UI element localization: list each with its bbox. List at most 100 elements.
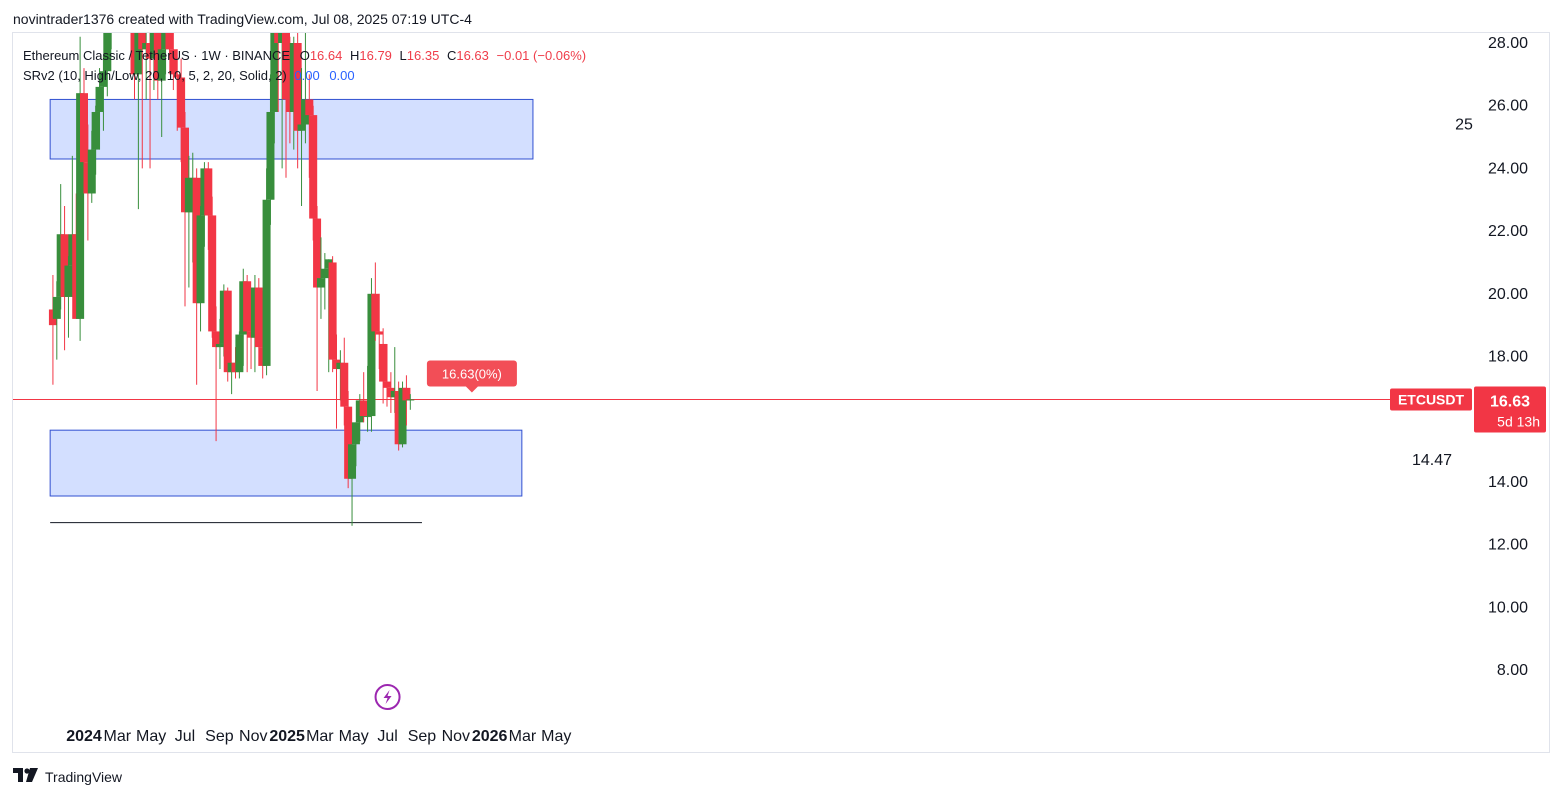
candle (406, 394, 415, 410)
candle-body (212, 331, 221, 348)
chart-legend: Ethereum Classic / TetherUS · 1W · BINAN… (23, 46, 586, 86)
x-tick-label: Sep (408, 728, 437, 745)
legend-high-label: H (349, 48, 360, 63)
candle-body (348, 444, 357, 479)
legend-change: −0.01 (−0.06%) (496, 48, 587, 63)
candle (348, 444, 357, 526)
candle-body (134, 33, 143, 75)
candle (297, 68, 306, 207)
legend-symbol-row: Ethereum Classic / TetherUS · 1W · BINAN… (23, 46, 586, 66)
legend-indicator[interactable]: SRv2 (10, High/Low, 20, 10, 5, 2, 20, So… (23, 68, 287, 83)
legend-close-value: 16.63 (456, 48, 489, 63)
symbol-tag-text: ETCUSDT (1398, 391, 1465, 407)
candle (379, 328, 388, 404)
legend-high-value: 16.79 (359, 48, 392, 63)
candle (165, 33, 174, 59)
price-tag-value: 16.63 (1490, 393, 1530, 410)
x-tick-label: Jul (377, 728, 397, 745)
legend-low-label: L (399, 48, 407, 63)
candle (359, 372, 368, 423)
tradingview-brand[interactable]: TradingView (13, 768, 122, 786)
candle-body (305, 99, 314, 116)
candle (309, 105, 318, 241)
candle-body (173, 74, 182, 78)
candle-body (95, 86, 104, 112)
candle-body (371, 293, 380, 332)
candle (91, 105, 100, 175)
price-note-pointer (465, 386, 478, 393)
candle (111, 0, 119, 12)
candle (328, 256, 337, 373)
candle-body (165, 33, 174, 50)
candle (282, 33, 290, 178)
candle-body (316, 278, 325, 288)
candle-body (181, 127, 189, 213)
price-tag-countdown: 5d 13h (1497, 413, 1540, 429)
candle-body (297, 124, 306, 131)
candle-body (138, 33, 147, 50)
zone-label-2: 14.47 (1412, 452, 1452, 469)
y-tick-label: 24.00 (1488, 160, 1528, 177)
candle-body (363, 416, 372, 418)
x-tick-label: Mar (306, 728, 334, 745)
legend-symbol[interactable]: Ethereum Classic / TetherUS · 1W · BINAN… (23, 48, 291, 63)
candle-body (52, 296, 61, 319)
candle-body (398, 387, 407, 445)
candle-body (64, 265, 73, 297)
candle (76, 36, 85, 341)
x-tick-label: May (136, 728, 166, 745)
y-tick-label: 20.00 (1488, 286, 1528, 303)
candle (123, 0, 131, 12)
tradingview-logo-icon (13, 768, 39, 786)
x-tick-label: Nov (442, 728, 470, 745)
chart-credit: novintrader1376 created with TradingView… (13, 11, 472, 27)
candle-body (243, 281, 252, 332)
candle-body (402, 387, 411, 401)
flash-icon-bolt (383, 690, 392, 704)
legend-indicator-value-1: 0.00 (294, 68, 320, 83)
candle (138, 33, 147, 169)
candle (371, 262, 380, 341)
legend-open-value: 16.64 (309, 48, 343, 63)
candle-body (293, 43, 302, 131)
candle (293, 33, 302, 169)
legend-indicator-value-2: 0.00 (329, 68, 355, 83)
tradingview-brand-text: TradingView (45, 769, 123, 785)
x-tick-label: 2026 (472, 728, 508, 745)
flash-icon (374, 684, 401, 710)
candle (169, 33, 178, 91)
candle-body (375, 331, 384, 335)
candle-body (157, 49, 166, 81)
candle (313, 206, 322, 391)
candle-body (320, 268, 329, 279)
candle-body (76, 93, 85, 319)
symbol-tag-bg (1390, 388, 1472, 411)
candle-body (359, 400, 368, 417)
candle (243, 274, 252, 373)
candle-body (87, 149, 96, 194)
candle-body (266, 111, 275, 200)
candle (262, 168, 271, 376)
candle-body (383, 381, 391, 388)
candle-body (340, 362, 349, 407)
candle (235, 331, 244, 379)
candle-body (80, 93, 88, 163)
candle-body (235, 334, 244, 373)
candle-body (107, 0, 115, 15)
candle-body (208, 215, 217, 332)
candle (208, 196, 217, 338)
candle-body (262, 199, 271, 366)
candle (270, 33, 279, 144)
candle-body (270, 33, 279, 112)
candle-body (204, 168, 213, 216)
candle-body (313, 218, 322, 288)
legend-open-label: O (299, 48, 310, 63)
candle-body (406, 399, 415, 401)
y-tick-label: 8.00 (1497, 662, 1528, 679)
x-tick-label: Mar (509, 728, 537, 745)
y-tick-label: 14.00 (1488, 474, 1528, 491)
candle-body (379, 343, 388, 382)
candle (196, 206, 205, 332)
candle-body (177, 77, 186, 128)
